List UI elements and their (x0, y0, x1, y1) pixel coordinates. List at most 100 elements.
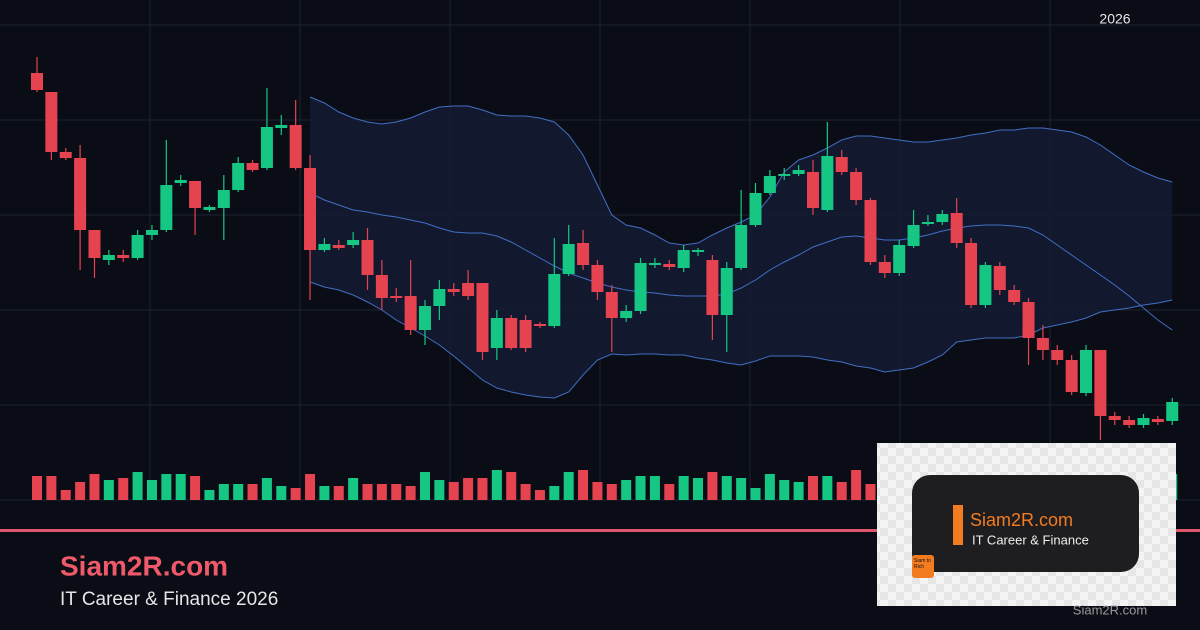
card-title: Siam2R.com (970, 510, 1073, 530)
candle-body (160, 185, 173, 230)
candle-body (31, 73, 43, 90)
candle-body (304, 168, 317, 250)
candle-body (763, 176, 776, 193)
candle-body (965, 243, 978, 305)
volume-bar (261, 478, 272, 500)
volume-bar (305, 474, 316, 500)
candle-body (850, 172, 863, 200)
volume-bar (218, 484, 229, 500)
volume-bar (707, 472, 718, 500)
volume-bar (146, 480, 157, 500)
volume-bar (807, 476, 818, 500)
volume-bar (721, 476, 732, 500)
candle-body (893, 245, 906, 273)
candle-body (921, 222, 934, 224)
candle-body (778, 174, 791, 176)
volume-bar (132, 472, 143, 500)
candle-body (117, 255, 130, 258)
card-subtitle: IT Career & Finance (972, 532, 1089, 547)
candle-body (979, 265, 992, 305)
volume-bar (649, 476, 660, 500)
volume-bar (678, 476, 689, 500)
volume-bar (434, 480, 445, 500)
card-logo-box: Siam to Rich (914, 558, 931, 570)
card-logo (912, 555, 934, 578)
volume-bar (419, 472, 430, 500)
volume-bar (348, 478, 359, 500)
volume-bar (463, 478, 474, 500)
candle-body (1036, 338, 1049, 350)
volume-bar (506, 472, 517, 500)
volume-bar (376, 484, 387, 500)
candle-body (907, 225, 920, 246)
candle-body (792, 170, 805, 174)
volume-bar (319, 486, 330, 500)
volume-bar (46, 476, 57, 500)
volume-bar (405, 486, 416, 500)
volume-bar (793, 482, 804, 500)
volume-bar (60, 490, 71, 500)
volume-bar (190, 476, 201, 500)
candle-body (74, 158, 87, 230)
candle-body (663, 264, 676, 267)
candle-body (950, 213, 963, 243)
volume-bar (865, 484, 876, 500)
candle-body (519, 320, 532, 348)
candle-body (993, 266, 1006, 290)
volume-bar (491, 470, 502, 500)
card: Siam2R.com IT Career & Finance Siam to R… (877, 443, 1176, 606)
candle-body (246, 163, 259, 170)
candle-body (505, 318, 518, 348)
candle-body (806, 172, 819, 208)
volume-bar (118, 478, 129, 500)
card-box (912, 475, 1139, 572)
candle-body (318, 244, 331, 250)
divider (0, 529, 1200, 532)
volume-bar (75, 482, 86, 500)
volume-bar (635, 476, 646, 500)
candle-body (634, 263, 647, 311)
candle-body (1166, 402, 1179, 421)
candle-body (131, 235, 144, 258)
volume-bar (276, 486, 287, 500)
candle-body (1151, 419, 1164, 422)
candle-body (692, 250, 705, 252)
candle-body (260, 127, 273, 168)
volume-bar (534, 490, 545, 500)
candle-body (1137, 418, 1150, 425)
candle-body (433, 289, 446, 306)
brand-subtitle: IT Career & Finance 2026 (60, 589, 278, 610)
candle-body (1108, 416, 1121, 420)
volume-bar (520, 484, 531, 500)
volume-bar (362, 484, 373, 500)
candle-body (864, 200, 877, 262)
volume-bar (750, 488, 761, 500)
band-line (309, 192, 1173, 331)
candle-body (1123, 420, 1136, 425)
volume-bar (391, 484, 402, 500)
volume-bar (247, 484, 258, 500)
candle-body (390, 296, 403, 298)
candle-body (275, 125, 288, 128)
volume-bar (779, 480, 790, 500)
candle-body (418, 306, 431, 330)
candle-body (1008, 290, 1021, 302)
candle-body (332, 245, 345, 248)
candle-body (735, 225, 748, 268)
plot (31, 57, 1179, 500)
candle-body (821, 156, 834, 210)
candle-body (1022, 302, 1035, 338)
candle-body (677, 250, 690, 268)
candle-body (605, 292, 618, 318)
candle-body (361, 240, 374, 275)
candle-body (404, 296, 417, 330)
candle-body (720, 268, 733, 315)
candle-body (462, 283, 475, 296)
volume-bar (836, 482, 847, 500)
candle-body (375, 275, 388, 298)
volume-bar (693, 478, 704, 500)
candle-body (347, 240, 360, 245)
candle-body (88, 230, 101, 258)
